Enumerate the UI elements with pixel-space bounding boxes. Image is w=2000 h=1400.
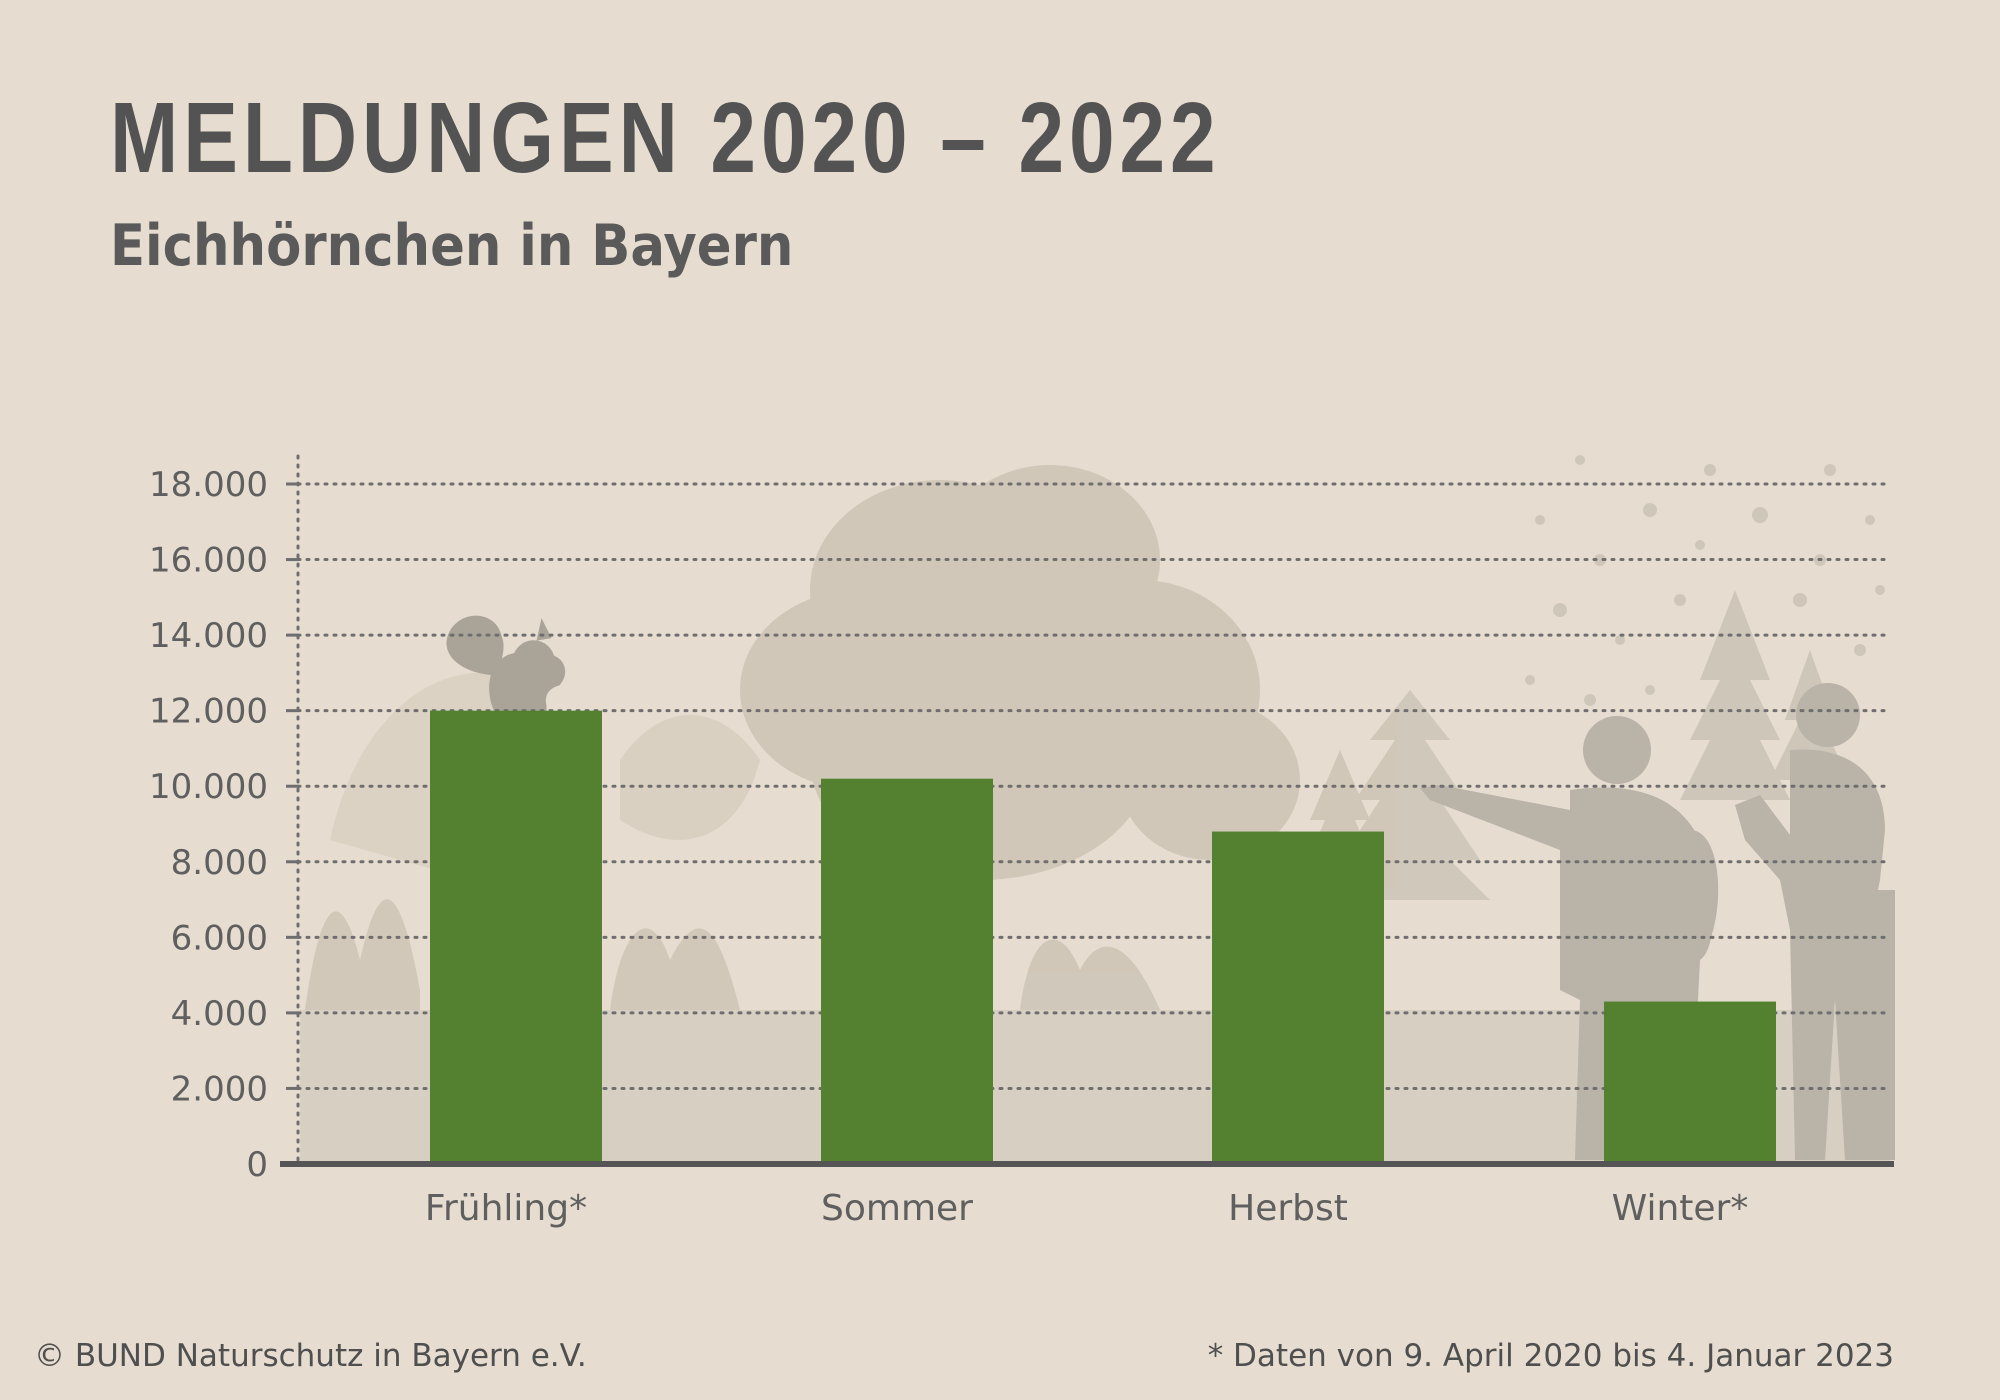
bar-4 xyxy=(1604,1001,1776,1164)
y-tick-label: 18.000 xyxy=(149,465,268,505)
bars xyxy=(430,710,1776,1164)
y-tick-label: 8.000 xyxy=(171,843,268,883)
background-silhouettes xyxy=(300,455,1895,1163)
y-tick-label: 6.000 xyxy=(171,918,268,958)
y-tick-label: 10.000 xyxy=(149,767,268,807)
squirrel-icon xyxy=(446,615,566,711)
copyright-text: © BUND Naturschutz in Bayern e.V. xyxy=(34,1338,587,1374)
bar-2 xyxy=(821,778,993,1164)
axis-labels: 0 2.000 4.000 6.000 8.000 10.000 12.000 14.000 1… xyxy=(149,465,1748,1229)
winter-scene-decoration xyxy=(1525,455,1885,800)
y-tick-label: 4.000 xyxy=(171,994,268,1034)
chart-subtitle: Eichhörnchen in Bayern xyxy=(110,213,794,279)
y-tick-label: 0 xyxy=(246,1145,268,1185)
y-tick-label: 14.000 xyxy=(149,616,268,656)
y-tick-label: 12.000 xyxy=(149,692,268,732)
bar-3 xyxy=(1212,831,1384,1164)
x-category-label: Frühling* xyxy=(425,1188,587,1229)
x-category-label: Winter* xyxy=(1612,1188,1749,1229)
axes xyxy=(280,454,1894,1167)
bar-1 xyxy=(430,710,602,1164)
y-tick-label: 16.000 xyxy=(149,541,268,581)
x-category-label: Herbst xyxy=(1228,1188,1348,1229)
hikers-silhouette-decoration xyxy=(1420,683,1895,1160)
footnote-text: * Daten von 9. April 2020 bis 4. Januar … xyxy=(1207,1338,1894,1374)
chart-title: MELDUNGEN 2020 – 2022 xyxy=(110,82,1221,194)
x-category-label: Sommer xyxy=(821,1188,973,1229)
y-tick-label: 2.000 xyxy=(171,1069,268,1109)
